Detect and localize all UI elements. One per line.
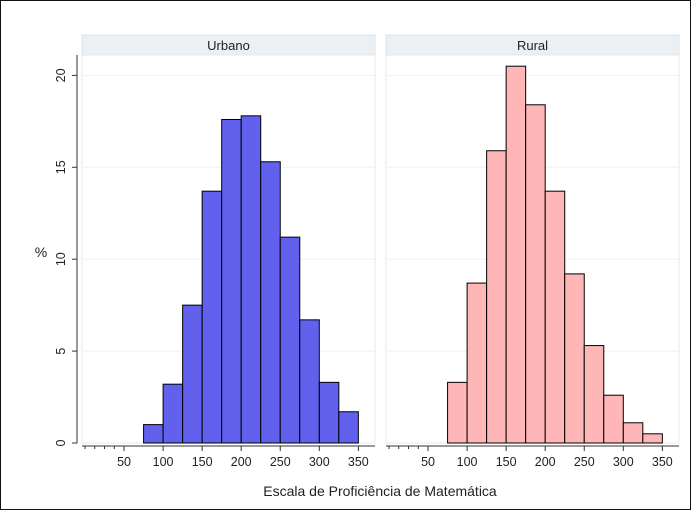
histogram-bar — [162, 383, 184, 444]
x-tick-label: 250 — [574, 455, 595, 469]
x-tick-label: 200 — [231, 455, 252, 469]
panel-title: Rural — [517, 38, 548, 53]
histogram-bar — [318, 381, 340, 444]
x-tick-label: 150 — [496, 455, 517, 469]
histogram-bar — [201, 190, 223, 444]
y-tick-label: 5 — [54, 348, 68, 355]
y-tick-label: 10 — [54, 252, 68, 266]
x-tick-label: 50 — [421, 455, 435, 469]
histogram-bar — [279, 236, 301, 444]
y-axis-title: % — [35, 244, 47, 260]
histogram-bar — [505, 65, 527, 444]
y-tick-label: 15 — [54, 160, 68, 174]
y-tick-label: 0 — [54, 439, 68, 446]
histogram-bar — [564, 273, 585, 444]
histogram-bar — [299, 319, 320, 444]
histogram-bar — [622, 422, 644, 444]
histogram-bar — [447, 381, 468, 444]
x-tick-label: 100 — [457, 455, 478, 469]
histogram-bar — [338, 411, 359, 444]
x-tick-label: 300 — [309, 455, 330, 469]
x-tick-label: 350 — [348, 455, 369, 469]
histogram-bar — [182, 304, 203, 444]
x-tick-label: 50 — [117, 455, 131, 469]
panel-title: Urbano — [207, 38, 250, 53]
histogram-bar — [143, 424, 164, 444]
histogram-bar — [240, 115, 262, 444]
histogram-bar — [642, 433, 663, 444]
x-tick-label: 300 — [613, 455, 634, 469]
x-tick-label: 350 — [652, 455, 673, 469]
histogram-bar — [544, 190, 566, 444]
y-tick-label: 20 — [54, 68, 68, 82]
histogram-bar — [260, 161, 281, 444]
histogram-bar — [583, 345, 605, 444]
histogram-bar — [466, 282, 488, 444]
x-tick-label: 150 — [192, 455, 213, 469]
histogram-bar — [603, 394, 624, 444]
histogram-bar — [221, 118, 242, 444]
histogram-bar — [486, 150, 507, 444]
histogram-bar — [525, 104, 546, 444]
x-tick-label: 250 — [270, 455, 291, 469]
x-axis-title: Escala de Proficiência de Matemática — [263, 483, 497, 499]
x-tick-label: 200 — [535, 455, 556, 469]
x-tick-label: 100 — [153, 455, 174, 469]
